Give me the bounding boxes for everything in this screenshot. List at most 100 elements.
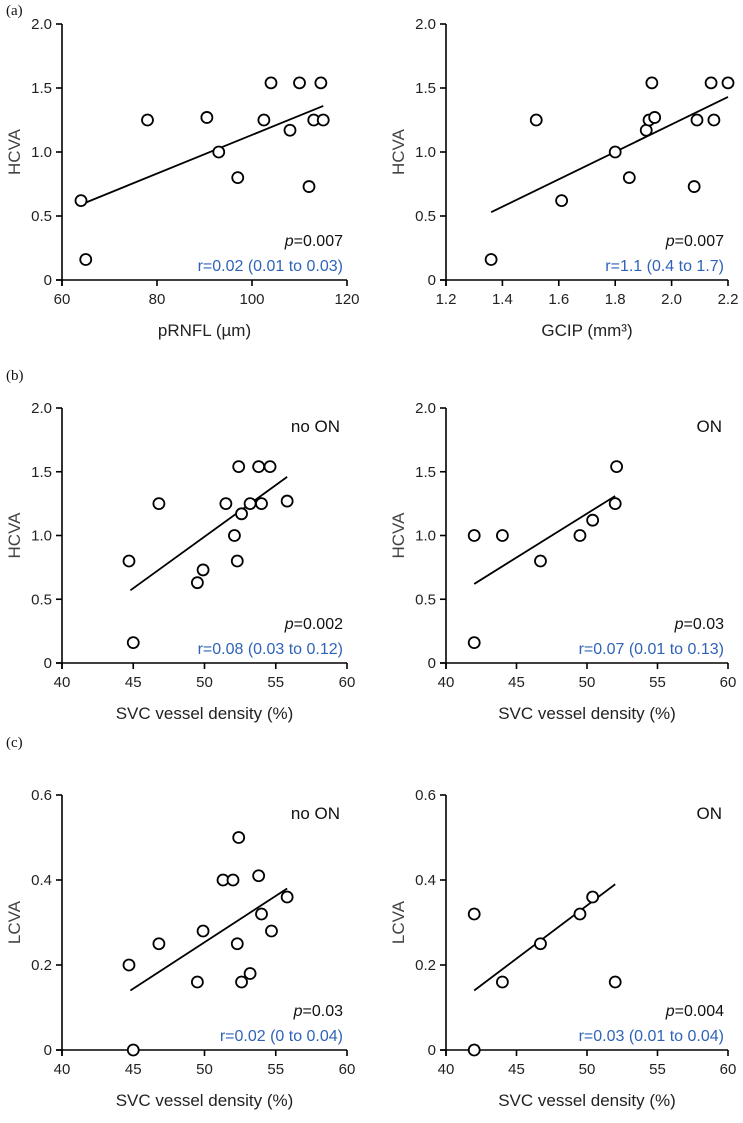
p-value-label: p=0.03 bbox=[293, 1003, 343, 1020]
p-number: =0.007 bbox=[294, 233, 343, 250]
y-tick-label: 2.0 bbox=[31, 16, 52, 33]
data-point bbox=[257, 113, 271, 127]
x-tick-label: 2.2 bbox=[718, 291, 739, 308]
data-point bbox=[648, 111, 662, 124]
y-tick-label: 0.2 bbox=[415, 957, 436, 974]
y-tick-label: 0.5 bbox=[31, 208, 52, 225]
x-tick-label: 60 bbox=[339, 674, 356, 691]
data-point bbox=[573, 529, 587, 542]
data-point bbox=[230, 937, 244, 951]
x-tick-label: 50 bbox=[196, 674, 213, 691]
y-tick-label: 0 bbox=[44, 655, 52, 672]
data-point bbox=[126, 1043, 140, 1057]
y-tick-label: 0 bbox=[428, 272, 436, 289]
y-tick-label: 0.5 bbox=[415, 591, 436, 608]
p-number: =0.007 bbox=[675, 233, 724, 250]
y-tick-label: 2.0 bbox=[415, 16, 436, 33]
p-number: =0.004 bbox=[675, 1003, 724, 1020]
x-tick-label: 1.8 bbox=[605, 291, 626, 308]
data-point bbox=[243, 967, 257, 980]
x-tick-label: 55 bbox=[267, 1061, 284, 1078]
y-tick-label: 2.0 bbox=[31, 400, 52, 417]
x-tick-label: 50 bbox=[196, 1061, 213, 1078]
y-axis-label: HCVA bbox=[389, 512, 408, 559]
data-point bbox=[495, 529, 509, 542]
scatter-chart-6: 40 45 50 55 60 0 0.2 0.4 0.6 SVC vessel density (… bbox=[389, 787, 736, 1110]
r-value-label: r=0.02 (0 to 0.04) bbox=[220, 1028, 343, 1045]
data-point bbox=[316, 113, 330, 127]
x-tick-label: 60 bbox=[720, 674, 737, 691]
regression-line bbox=[129, 476, 288, 592]
r-value-label: r=1.1 (0.4 to 1.7) bbox=[605, 258, 724, 275]
p-value-label: p=0.007 bbox=[284, 233, 343, 250]
x-tick-label: 55 bbox=[267, 674, 284, 691]
data-point bbox=[122, 958, 136, 972]
x-tick-label: 40 bbox=[438, 1061, 455, 1078]
data-point bbox=[74, 194, 88, 208]
data-point bbox=[314, 76, 328, 90]
data-point bbox=[467, 1043, 481, 1057]
data-point bbox=[196, 563, 210, 577]
x-tick-label: 2.0 bbox=[661, 291, 682, 308]
group-label: ON bbox=[697, 417, 723, 436]
data-point bbox=[255, 907, 268, 921]
data-point bbox=[122, 554, 136, 568]
data-point bbox=[283, 123, 297, 137]
x-axis-label: SVC vessel density (%) bbox=[116, 704, 294, 723]
x-tick-label: 45 bbox=[508, 674, 525, 691]
data-point bbox=[687, 180, 701, 193]
x-tick-label: 55 bbox=[649, 674, 666, 691]
data-point bbox=[226, 873, 240, 887]
y-tick-label: 1.5 bbox=[415, 80, 436, 97]
regression-line bbox=[129, 887, 288, 992]
data-point bbox=[467, 907, 481, 921]
y-tick-label: 1.0 bbox=[31, 528, 52, 545]
x-tick-label: 45 bbox=[125, 674, 142, 691]
x-tick-label: 50 bbox=[579, 1061, 596, 1078]
x-tick-label: 100 bbox=[239, 291, 264, 308]
p-number: =0.03 bbox=[684, 616, 725, 633]
p-value-label: p=0.007 bbox=[665, 233, 724, 250]
data-point bbox=[280, 494, 294, 508]
data-point bbox=[265, 924, 278, 938]
group-label: no ON bbox=[291, 804, 340, 823]
p-value-label: p=0.004 bbox=[665, 1003, 724, 1020]
regression-line bbox=[473, 495, 616, 585]
data-point bbox=[608, 145, 622, 159]
r-value-label: r=0.08 (0.03 to 0.12) bbox=[198, 641, 343, 658]
data-point bbox=[639, 123, 653, 137]
data-point bbox=[529, 113, 543, 127]
p-symbol: p bbox=[284, 233, 294, 250]
panel-label-b: (b) bbox=[6, 368, 24, 384]
data-point bbox=[200, 111, 214, 124]
p-symbol: p bbox=[284, 616, 294, 633]
x-tick-label: 40 bbox=[54, 674, 71, 691]
y-tick-label: 0 bbox=[428, 655, 436, 672]
x-axis-label: SVC vessel density (%) bbox=[498, 1091, 676, 1110]
data-point bbox=[610, 460, 624, 474]
group-label: ON bbox=[697, 804, 723, 823]
x-tick-label: 45 bbox=[508, 1061, 525, 1078]
x-tick-label: 60 bbox=[720, 1061, 737, 1078]
data-point bbox=[263, 460, 277, 474]
data-point bbox=[152, 497, 166, 511]
x-tick-label: 1.2 bbox=[436, 291, 457, 308]
x-axis-label: SVC vessel density (%) bbox=[498, 704, 676, 723]
x-tick-label: 40 bbox=[54, 1061, 71, 1078]
data-point bbox=[231, 171, 245, 185]
y-tick-label: 1.0 bbox=[415, 144, 436, 161]
data-point bbox=[534, 554, 547, 568]
data-point bbox=[252, 460, 266, 474]
data-point bbox=[586, 890, 600, 904]
p-value-label: p=0.002 bbox=[284, 616, 343, 633]
data-point bbox=[293, 76, 306, 90]
data-point bbox=[141, 113, 154, 127]
data-point bbox=[212, 145, 226, 159]
data-point bbox=[622, 171, 636, 185]
data-point bbox=[232, 460, 246, 474]
regression-line bbox=[80, 105, 324, 206]
data-point bbox=[573, 907, 587, 921]
x-tick-label: 1.6 bbox=[548, 291, 569, 308]
data-point bbox=[79, 253, 93, 266]
x-tick-label: 40 bbox=[438, 674, 455, 691]
